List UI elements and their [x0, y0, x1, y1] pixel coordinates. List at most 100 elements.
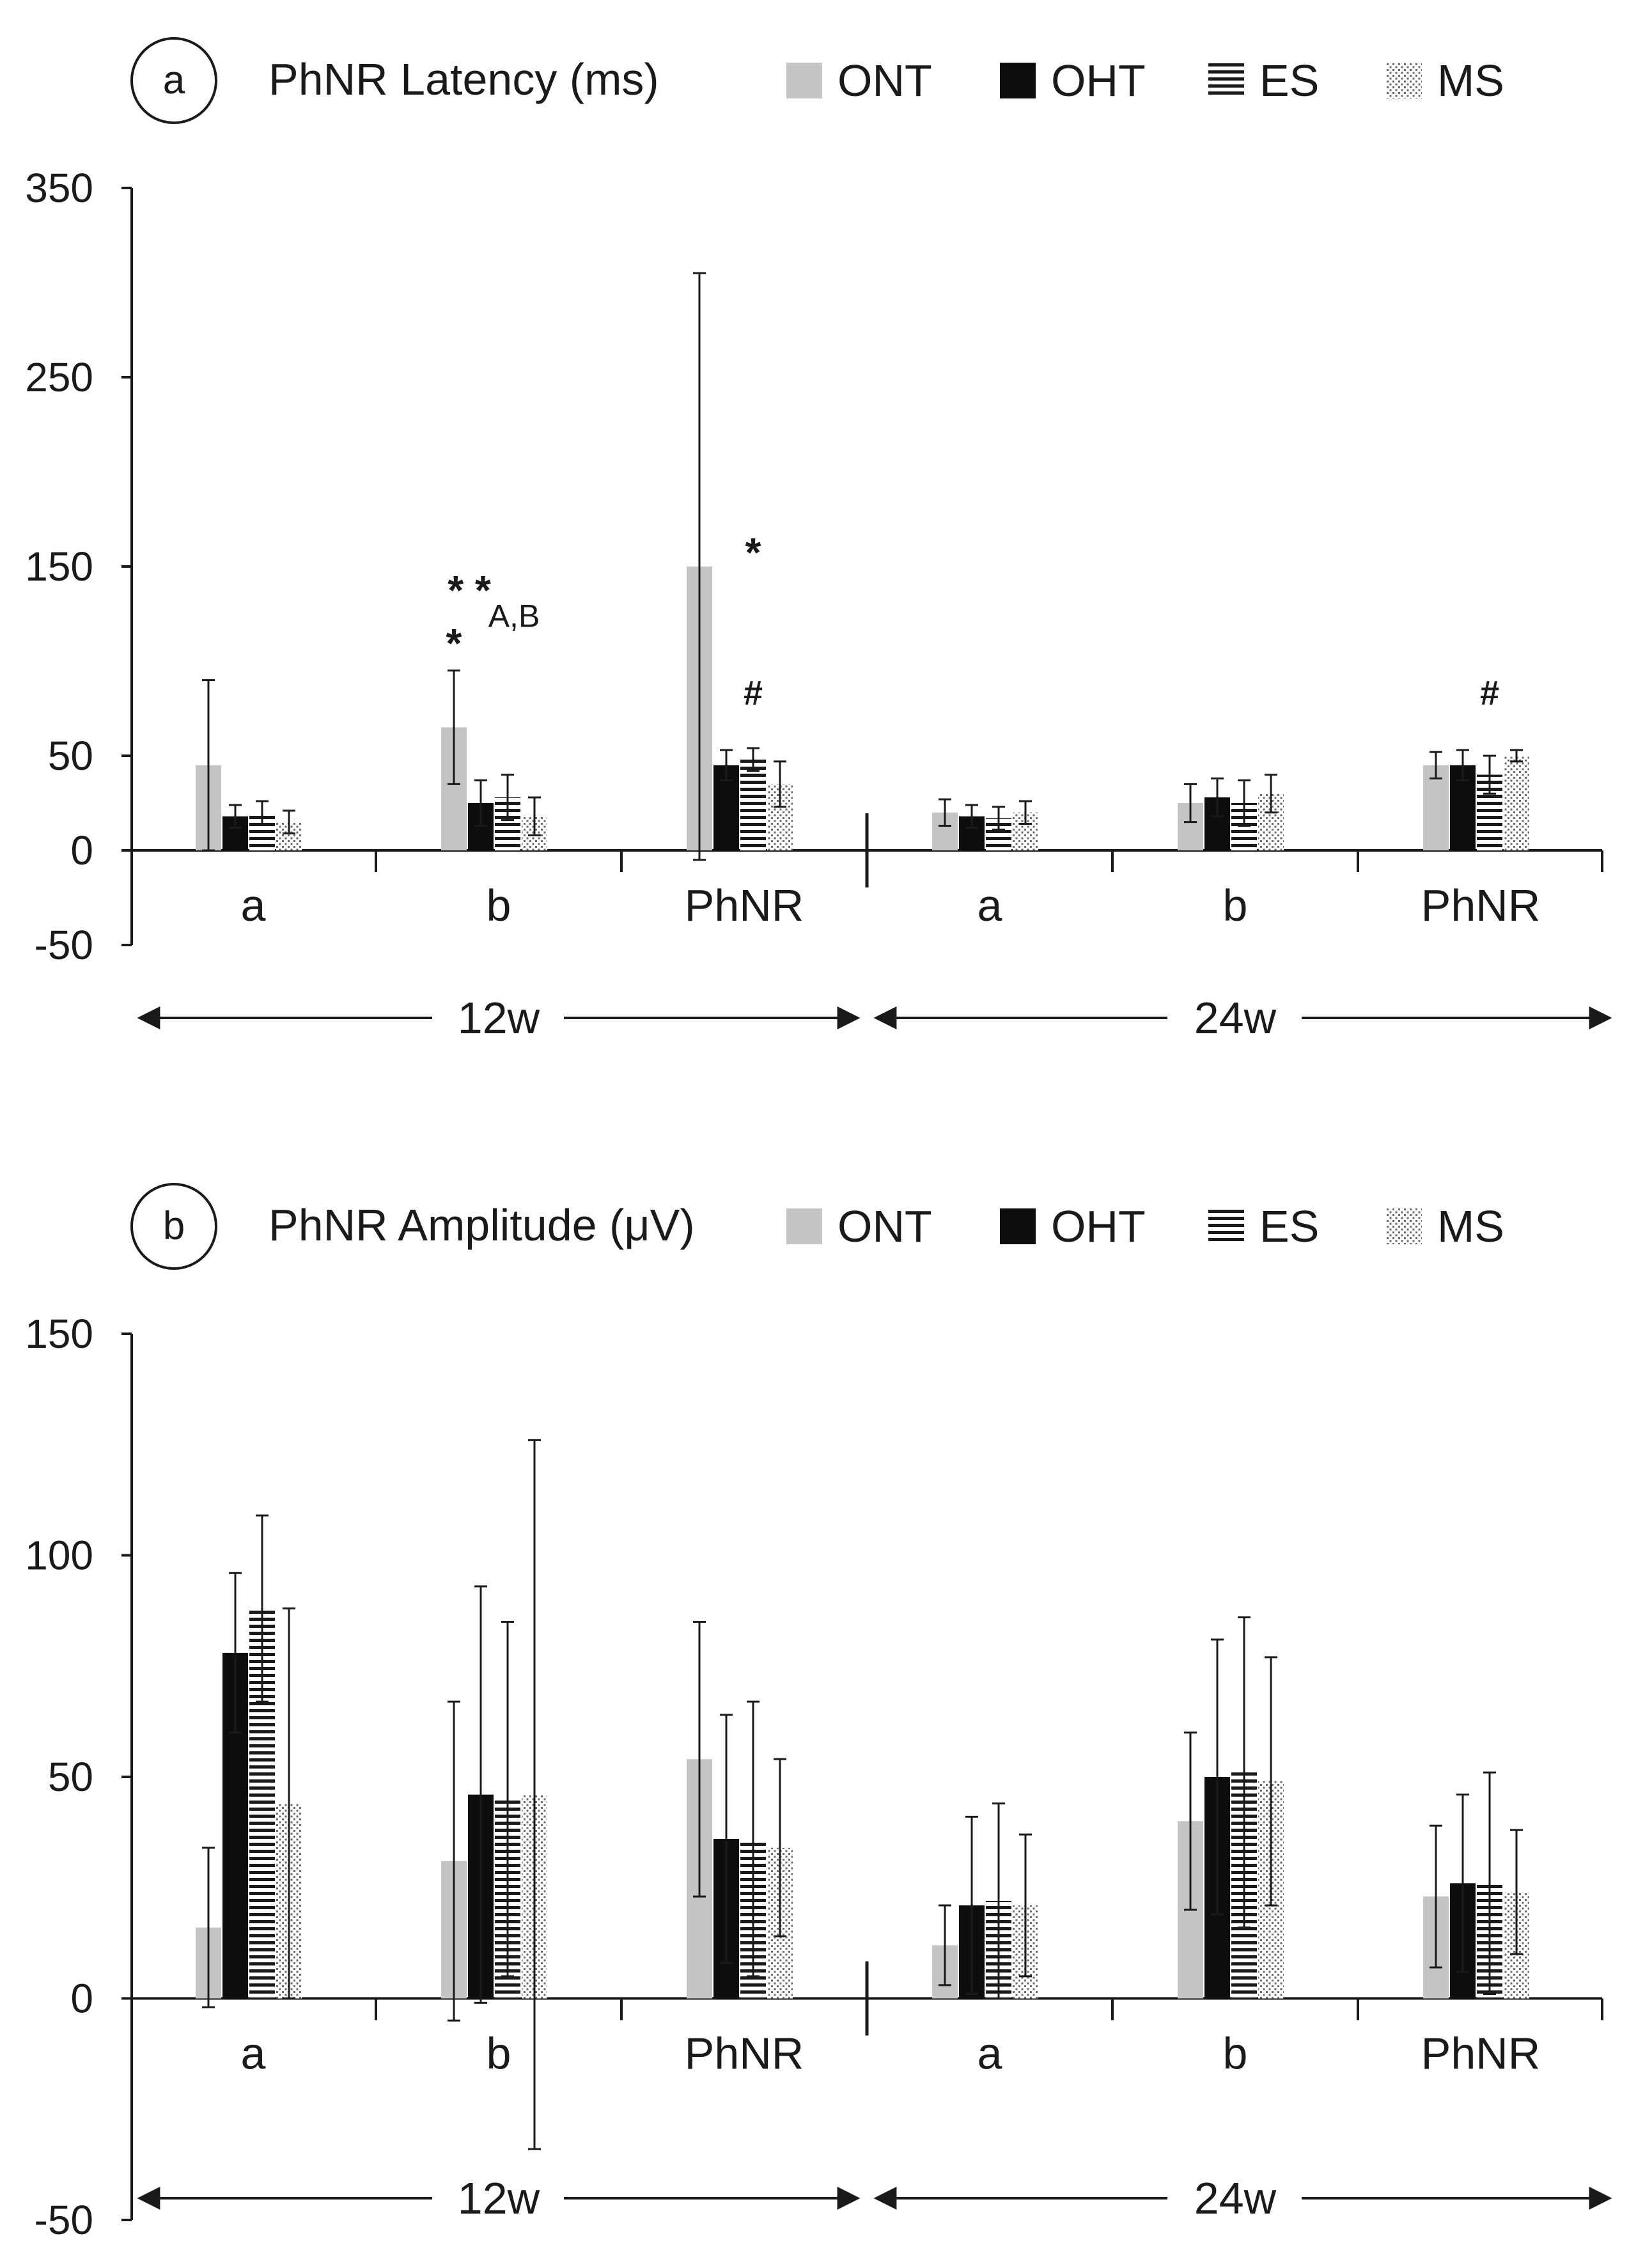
- panel-b-legend-swatch-ont: [786, 1208, 822, 1244]
- panel-a: a PhNR Latency (ms) ONT OHT ES MS -50 0 50 150…: [25, 37, 1612, 1043]
- panel-a-error-bar-oht: [1211, 777, 1224, 818]
- panel-a-y-tick-label: 0: [70, 827, 93, 873]
- panel-a-legend: ONT OHT ES MS: [786, 56, 1504, 105]
- panel-b-y-tick-label: 0: [70, 1976, 93, 2022]
- panel-a-legend-label-ms: MS: [1437, 56, 1504, 105]
- panel-a-annotation: #: [1480, 674, 1499, 712]
- panel-b-category-label: a: [241, 2029, 266, 2079]
- panel-b-error-bar-es: [992, 1802, 1005, 1999]
- panel-a-title: PhNR Latency (ms): [269, 54, 659, 104]
- panel-b-error-bar-es: [256, 1514, 269, 1703]
- panel-a-category-label: PhNR: [1421, 880, 1541, 930]
- panel-a-error-bar-ms: [1265, 774, 1277, 814]
- panel-b-error-bar-es: [501, 1620, 514, 1978]
- panel-b-error-bar-ont: [939, 1904, 951, 1987]
- panel-b-error-bar-oht: [1211, 1638, 1224, 1916]
- panel-a-y-tick-label: 150: [25, 543, 93, 590]
- panel-a-error-bar-ms: [528, 796, 541, 836]
- panel-a-error-bar-ms: [1510, 749, 1523, 763]
- panel-a-error-bar-oht: [720, 749, 733, 781]
- panel-a-category-label: PhNR: [685, 880, 804, 930]
- panel-a-legend-swatch-ms: [1386, 63, 1422, 98]
- panel-a-error-bar-ont: [693, 272, 706, 861]
- panel-b-error-bar-ont: [1430, 1824, 1442, 1969]
- panel-a-error-bar-ont: [1430, 751, 1442, 780]
- panel-a-y-tick-label: 50: [48, 733, 93, 779]
- panel-a-error-bar-es: [501, 774, 514, 822]
- panel-b-plot: -50 0 50 100 150 a b PhNR a b PhNR 12w 24w: [25, 1311, 1612, 2243]
- panel-b-error-bar-ms: [528, 1439, 541, 2150]
- panel-a-legend-label-oht: OHT: [1051, 56, 1146, 105]
- panel-b-period-12w: 12w: [137, 2173, 861, 2223]
- panel-b-title: PhNR Amplitude (μV): [269, 1200, 695, 1250]
- panel-a-error-bar-es: [1483, 754, 1496, 795]
- panel-b-legend-label-oht: OHT: [1051, 1201, 1146, 1251]
- panel-a-legend-swatch-ont: [786, 63, 822, 98]
- panel-b-error-bar-oht: [474, 1585, 487, 2004]
- panel-a-annotation: * *: [448, 567, 491, 613]
- panel-b-category-label: b: [1223, 2029, 1248, 2079]
- panel-b-error-bar-ms: [774, 1758, 786, 1937]
- panel-a-legend-ms: MS: [1386, 56, 1504, 105]
- panel-b-error-bar-ms: [1510, 1829, 1523, 1955]
- panel-b-category-label: PhNR: [1421, 2029, 1541, 2079]
- panel-a-error-bar-es: [256, 800, 269, 825]
- panel-a-error-bar-es: [747, 747, 760, 772]
- panel-a-legend-label-es: ES: [1259, 56, 1319, 105]
- panel-a-y-tick-label: -50: [35, 922, 94, 968]
- panel-b-legend-label-ms: MS: [1437, 1201, 1504, 1251]
- panel-b-error-bar-ms: [1265, 1656, 1277, 1907]
- panel-a-error-bar-ms: [283, 809, 295, 834]
- panel-b-y-tick-label: 150: [25, 1311, 93, 1357]
- panel-b-period-24w: 24w: [873, 2173, 1612, 2223]
- panel-a-y-tick-label: 350: [25, 165, 93, 211]
- panel-b-error-bar-es: [1483, 1771, 1496, 1996]
- panel-b-error-bar-oht: [965, 1815, 978, 1996]
- panel-b-y-tick-label: 100: [25, 1533, 93, 1579]
- panel-b-legend: ONT OHT ES MS: [786, 1201, 1504, 1251]
- panel-a-annotation: A,B: [488, 598, 540, 634]
- panel-a-annotation: *: [446, 620, 462, 666]
- panel-a-legend-ont: ONT: [786, 56, 932, 105]
- panel-a-category-label: b: [1223, 880, 1248, 930]
- panel-a-legend-swatch-es: [1208, 63, 1244, 98]
- panel-a-legend-oht: OHT: [1000, 56, 1146, 105]
- panel-b-error-bar-ont: [448, 1700, 460, 2022]
- panel-a-period-24w: 24w: [873, 993, 1612, 1043]
- panel-b-period-label: 24w: [1194, 2173, 1277, 2223]
- panel-a-annotation: *: [745, 529, 761, 575]
- panel-b-error-bar-oht: [229, 1572, 242, 1734]
- panel-b-y-tick-label: 50: [48, 1754, 93, 1800]
- panel-b-error-bar-oht: [1456, 1793, 1469, 1973]
- panel-b-legend-ms: MS: [1386, 1201, 1504, 1251]
- panel-b-legend-oht: OHT: [1000, 1201, 1146, 1251]
- panel-a-error-bar-ont: [202, 679, 215, 852]
- panel-b-header: b PhNR Amplitude (μV) ONT OHT ES MS: [130, 1183, 1504, 1270]
- panel-a-error-bar-ont: [448, 669, 460, 785]
- panel-a-error-bar-oht: [474, 779, 487, 827]
- panel-b-legend-label-es: ES: [1259, 1201, 1319, 1251]
- panel-a-error-bar-oht: [965, 804, 978, 829]
- panel-b: b PhNR Amplitude (μV) ONT OHT ES MS -50 0 50 1…: [25, 1183, 1612, 2243]
- panel-a-category-label: a: [241, 880, 266, 930]
- panel-a-legend-es: ES: [1208, 56, 1319, 105]
- panel-b-error-bar-es: [747, 1700, 760, 1978]
- panel-b-category-label: b: [487, 2029, 511, 2079]
- panel-b-legend-swatch-oht: [1000, 1208, 1036, 1244]
- panel-a-error-bar-es: [1238, 779, 1251, 827]
- panel-a-bar-ms: [1504, 756, 1529, 850]
- panel-b-legend-swatch-es: [1208, 1208, 1244, 1244]
- panel-a-period-label: 24w: [1194, 993, 1277, 1043]
- panel-b-circle: [130, 1183, 217, 1270]
- panel-b-y-tick-label: -50: [35, 2197, 94, 2243]
- panel-a-error-bar-ms: [774, 760, 786, 808]
- panel-b-error-bar-es: [1238, 1616, 1251, 1929]
- panel-a-error-bar-ms: [1019, 800, 1032, 825]
- panel-a-error-bar-ont: [1184, 783, 1197, 824]
- panel-a-error-bar-es: [992, 806, 1005, 831]
- panel-a-category-label: a: [978, 880, 1002, 930]
- panel-b-legend-swatch-ms: [1386, 1208, 1422, 1244]
- panel-b-legend-ont: ONT: [786, 1201, 932, 1251]
- panel-a-bar-es: [740, 759, 766, 850]
